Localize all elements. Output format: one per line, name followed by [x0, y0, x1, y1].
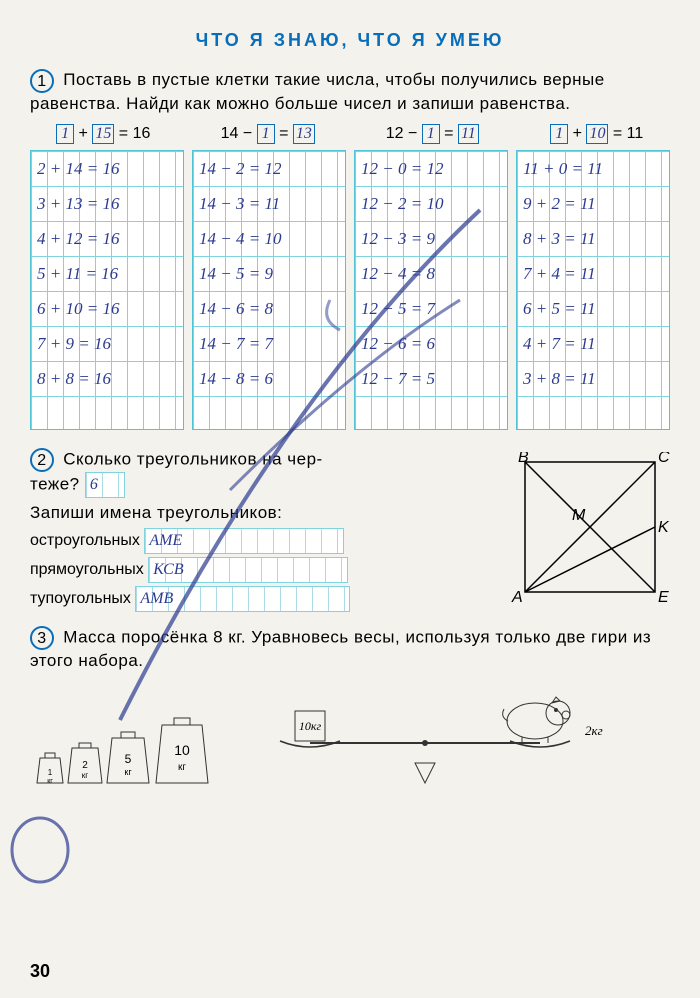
c2r6: 14 − 7 = 7 — [199, 334, 273, 354]
vM: M — [572, 507, 586, 524]
task2: 2 Сколько треугольников на чер- теже? 6 … — [30, 448, 670, 612]
svg-text:кг: кг — [178, 762, 186, 773]
task1: 1 Поставь в пустые клетки такие числа, ч… — [30, 69, 670, 116]
eq4-b: 10 — [586, 124, 608, 144]
task1-number: 1 — [30, 69, 54, 93]
eq2-b: 1 — [257, 124, 275, 144]
t2-acute-answer: АМЕ — [144, 528, 344, 554]
task3-text: Масса поросёнка 8 кг. Уравновесь весы, и… — [30, 627, 651, 670]
c2r7: 14 − 8 = 6 — [199, 369, 273, 389]
eq1-b: 15 — [92, 124, 114, 144]
c1r2: 3 + 13 = 16 — [37, 194, 119, 214]
balance-scale: 10кг 2кг — [240, 683, 620, 793]
grid-col-4: 11 + 0 = 11 9 + 2 = 11 8 + 3 = 11 7 + 4 … — [516, 150, 670, 430]
c3r4: 12 − 4 = 8 — [361, 264, 435, 284]
c1r6: 7 + 9 = 16 — [37, 334, 111, 354]
svg-text:1: 1 — [48, 768, 53, 777]
eq-2: 14 − 1 = 13 — [195, 124, 342, 144]
c1r1: 2 + 14 = 16 — [37, 159, 119, 179]
vK: K — [658, 519, 670, 536]
c3r2: 12 − 2 = 10 — [361, 194, 443, 214]
vA: A — [511, 589, 523, 606]
c1r5: 6 + 10 = 16 — [37, 299, 119, 319]
c4r4: 7 + 4 = 11 — [523, 264, 596, 284]
grid-col-1: 2 + 14 = 16 3 + 13 = 16 4 + 12 = 16 5 + … — [30, 150, 184, 430]
scale-right-weight: 2кг — [585, 723, 603, 738]
c1r7: 8 + 8 = 16 — [37, 369, 111, 389]
eq2-r: 13 — [293, 124, 315, 144]
weights-and-scale: 1кг 2кг 5кг 10кг 10кг 2кг — [30, 683, 670, 793]
c4r5: 6 + 5 = 11 — [523, 299, 596, 319]
t2-acute-label: остроугольных — [30, 532, 140, 549]
c3r1: 12 − 0 = 12 — [361, 159, 443, 179]
svg-text:10: 10 — [174, 742, 190, 758]
eq4-a: 1 — [550, 124, 568, 144]
eq3-r: 11 — [458, 124, 479, 144]
task2-line2: теже? — [30, 474, 80, 493]
task2-line1: Сколько треугольников на чер- — [63, 449, 322, 468]
svg-text:кг: кг — [124, 767, 132, 777]
page-title: ЧТО Я ЗНАЮ, ЧТО Я УМЕЮ — [30, 30, 670, 51]
eq1-a: 1 — [56, 124, 74, 144]
c4r7: 3 + 8 = 11 — [523, 369, 596, 389]
c2r5: 14 − 6 = 8 — [199, 299, 273, 319]
c3r7: 12 − 7 = 5 — [361, 369, 435, 389]
c4r1: 11 + 0 = 11 — [523, 159, 603, 179]
c3r5: 12 − 5 = 7 — [361, 299, 435, 319]
grid-col-3: 12 − 0 = 12 12 − 2 = 10 12 − 3 = 9 12 − … — [354, 150, 508, 430]
c1r3: 4 + 12 = 16 — [37, 229, 119, 249]
t2-right-label: прямоугольных — [30, 561, 144, 578]
t2-obtuse-label: тупоугольных — [30, 590, 131, 607]
c4r6: 4 + 7 = 11 — [523, 334, 596, 354]
task2-number: 2 — [30, 448, 54, 472]
c2r1: 14 − 2 = 12 — [199, 159, 281, 179]
c4r3: 8 + 3 = 11 — [523, 229, 596, 249]
vB: B — [518, 452, 529, 466]
vC: C — [658, 452, 670, 466]
grid-col-2: 14 − 2 = 12 14 − 3 = 11 14 − 4 = 10 14 −… — [192, 150, 346, 430]
svg-text:кг: кг — [47, 778, 53, 785]
c4r2: 9 + 2 = 11 — [523, 194, 596, 214]
task2-write-label: Запиши имена треугольников: — [30, 502, 460, 525]
task1-grid-columns: 2 + 14 = 16 3 + 13 = 16 4 + 12 = 16 5 + … — [30, 150, 670, 430]
weights-set: 1кг 2кг 5кг 10кг — [30, 703, 230, 793]
task1-text: Поставь в пустые клетки такие числа, что… — [30, 70, 605, 113]
svg-text:кг: кг — [82, 771, 89, 780]
task3-number: 3 — [30, 626, 54, 650]
geometry-diagram: B C A E K M — [510, 452, 670, 617]
svg-text:2: 2 — [82, 760, 88, 771]
task3: 3 Масса поросёнка 8 кг. Уравновесь весы,… — [30, 626, 670, 793]
c1r4: 5 + 11 = 16 — [37, 264, 118, 284]
eq-3: 12 − 1 = 11 — [359, 124, 506, 144]
c3r3: 12 − 3 = 9 — [361, 229, 435, 249]
svg-text:5: 5 — [125, 752, 132, 766]
c2r4: 14 − 5 = 9 — [199, 264, 273, 284]
t2-obtuse-answer: АМВ — [135, 586, 350, 612]
c2r3: 14 − 4 = 10 — [199, 229, 281, 249]
scale-left-weight: 10кг — [299, 719, 322, 733]
eq-1: 1 + 15 = 16 — [30, 124, 177, 144]
c2r2: 14 − 3 = 11 — [199, 194, 280, 214]
eq3-b: 1 — [422, 124, 440, 144]
eq-4: 1 + 10 = 11 — [524, 124, 671, 144]
task2-count-answer: 6 — [85, 472, 125, 498]
vE: E — [658, 589, 669, 606]
task1-equations: 1 + 15 = 16 14 − 1 = 13 12 − 1 = 11 1 + … — [30, 124, 670, 144]
t2-right-answer: КСВ — [148, 557, 348, 583]
c3r6: 12 − 6 = 6 — [361, 334, 435, 354]
page-number: 30 — [30, 961, 50, 982]
